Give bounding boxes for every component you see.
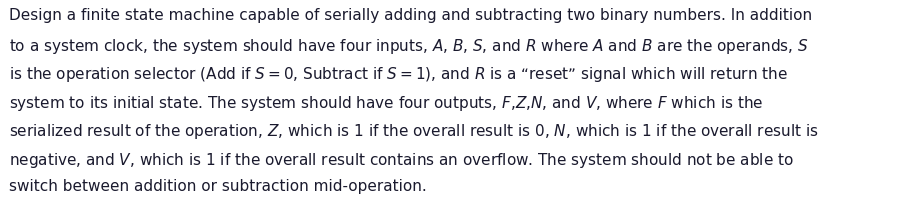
Text: system to its initial state. The system should have four outputs, $F$,$Z$,$N$, a: system to its initial state. The system … <box>9 94 762 113</box>
Text: serialized result of the operation, $Z$, which is 1 if the overall result is 0, : serialized result of the operation, $Z$,… <box>9 122 818 141</box>
Text: is the operation selector (Add if $S = 0$, Subtract if $S = 1$), and $R$ is a “r: is the operation selector (Add if $S = 0… <box>9 65 787 84</box>
Text: Design a finite state machine capable of serially adding and subtracting two bin: Design a finite state machine capable of… <box>9 8 811 23</box>
Text: negative, and $V$, which is 1 if the overall result contains an overflow. The sy: negative, and $V$, which is 1 if the ove… <box>9 151 793 170</box>
Text: switch between addition or subtraction mid-operation.: switch between addition or subtraction m… <box>9 179 427 194</box>
Text: to a system clock, the system should have four inputs, $A$, $B$, $S$, and $R$ wh: to a system clock, the system should hav… <box>9 37 808 56</box>
